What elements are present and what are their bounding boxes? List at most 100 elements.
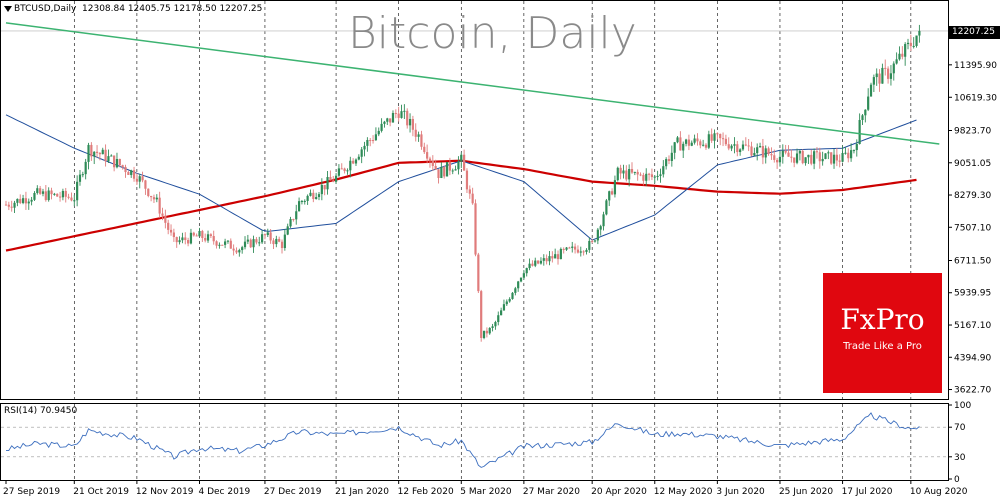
candle-body (602, 214, 605, 227)
candle-body (633, 171, 636, 173)
candle-body (87, 144, 90, 162)
rsi-tick-label: 30 (954, 453, 966, 463)
candle-body (158, 197, 161, 214)
candle-body (758, 146, 762, 148)
candle-body (497, 315, 500, 323)
candle-body (406, 110, 409, 126)
candle-body (30, 199, 33, 202)
candle-body (76, 181, 79, 201)
candle-body (224, 241, 227, 245)
candle-body (838, 160, 841, 162)
candle-body (187, 239, 190, 244)
candle-body (670, 152, 673, 161)
candle-body (357, 156, 360, 160)
candle-body (272, 240, 275, 245)
candle-body (58, 196, 62, 198)
price-tick-label: 8279.30 (954, 191, 991, 201)
candle-body (286, 226, 289, 235)
candle-body (724, 138, 727, 145)
candle-body (528, 263, 531, 269)
candle-body (869, 84, 873, 97)
grid-lines (1, 1, 948, 480)
candle-body (352, 160, 355, 164)
price-tick-label: 5167.10 (954, 321, 991, 331)
candle-body (292, 219, 295, 221)
candle-body (340, 168, 343, 170)
candle-body (901, 53, 904, 57)
candle-body (579, 251, 582, 253)
candle-body (127, 172, 130, 175)
candle-body (460, 154, 463, 162)
candle-body (665, 159, 668, 167)
candle-body (235, 250, 238, 253)
candle-body (610, 191, 614, 195)
candle-body (44, 191, 47, 201)
symbol-name: BTCUSD,Daily (14, 4, 77, 14)
candle-body (605, 200, 608, 215)
candle-body (736, 144, 739, 153)
candle-body (383, 121, 386, 124)
candle-body (556, 254, 560, 260)
candle-body (411, 118, 414, 130)
date-tick-label: 12 May 2020 (654, 487, 713, 497)
candle-body (463, 154, 466, 171)
collapse-triangle-icon[interactable] (4, 5, 12, 12)
candle-body (33, 193, 36, 200)
candle-body (485, 330, 488, 334)
date-tick-label: 27 Mar 2020 (523, 487, 580, 497)
candle-body (573, 246, 577, 250)
candle-body (101, 149, 104, 155)
candle-body (448, 162, 451, 171)
candle-body (684, 139, 688, 144)
candle-body (628, 169, 631, 180)
candle-body (756, 147, 759, 154)
rsi-label: RSI(14) 70.9450 (4, 406, 78, 416)
candle-body (850, 150, 853, 159)
candle-body (16, 198, 19, 203)
candle-body (904, 44, 907, 57)
candle-body (636, 171, 639, 175)
candle-body (781, 150, 784, 157)
candle-body (539, 260, 543, 264)
candle-body (380, 123, 383, 131)
candle-body (269, 232, 272, 241)
candle-body (175, 237, 178, 243)
date-tick-label: 25 Jun 2020 (779, 487, 833, 497)
price-tick-label: 6711.50 (954, 257, 991, 267)
candle-body (744, 144, 747, 146)
candle-body (912, 45, 915, 47)
candle-body (511, 292, 514, 299)
candle-body (753, 153, 756, 156)
candle-body (431, 160, 434, 166)
candle-body (534, 260, 537, 266)
candle-body (647, 173, 651, 175)
date-tick-label: 3 Jun 2020 (716, 487, 765, 497)
symbol-header: BTCUSD,Daily 12308.84 12405.75 12178.50 … (4, 4, 262, 14)
candle-body (440, 166, 443, 179)
candle-body (659, 174, 662, 176)
candle-body (881, 67, 884, 84)
candle-body (778, 156, 782, 163)
candle-body (656, 175, 659, 177)
rsi-path (5, 412, 920, 468)
candle-body (394, 113, 397, 115)
candle-body (545, 258, 548, 262)
candle-body (67, 196, 70, 198)
candle-body (226, 240, 230, 242)
candle-body (93, 151, 96, 157)
candle-body (10, 206, 13, 208)
date-tick-label: 20 Apr 2020 (591, 487, 647, 497)
last-price-tag: 12207.25 (948, 26, 1000, 39)
candle-body (306, 195, 309, 201)
candle-body (420, 134, 423, 147)
price-tick-label: 11395.90 (954, 61, 997, 71)
candle-body (400, 111, 403, 118)
candle-body (181, 237, 184, 241)
candle-body (121, 165, 124, 167)
candle-body (508, 298, 511, 302)
candle-body (315, 197, 318, 199)
candle-body (482, 330, 486, 338)
candle-body (480, 291, 483, 338)
candle-body (178, 240, 181, 243)
rsi-panel-frame (0, 403, 949, 481)
